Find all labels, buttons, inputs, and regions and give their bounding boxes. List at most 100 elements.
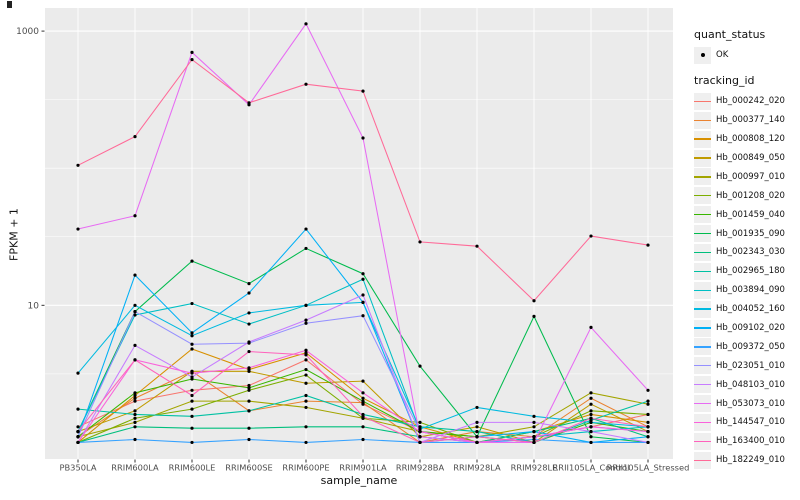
axis-ticks: PB350LA RRIM600LA RRIM600LE RRIM600SE RRIM60… <box>16 27 689 472</box>
legend-item-Hb_000377_140: Hb_000377_140 <box>694 111 800 130</box>
legend-line-swatch <box>694 421 711 424</box>
legend-item-Hb_001935_090: Hb_001935_090 <box>694 224 800 243</box>
legend-key-box <box>694 281 711 299</box>
legend-key-box <box>694 243 711 261</box>
y-tick-label: 1000 <box>16 27 39 37</box>
legend-item-Hb_144547_010: Hb_144547_010 <box>694 413 800 432</box>
legend-item-label: Hb_000808_120 <box>716 134 785 145</box>
legend-key-box <box>694 432 711 450</box>
legend-item-label: Hb_144547_010 <box>716 417 785 428</box>
legend-line-swatch <box>694 308 711 310</box>
legend-line-swatch <box>694 365 711 367</box>
legend-line-swatch <box>694 327 711 329</box>
legend-key-box <box>694 300 711 318</box>
x-tick-label: RRIM928LA <box>453 463 501 473</box>
legend-item-label: Hb_048103_010 <box>716 379 785 390</box>
legend-item-Hb_000849_050: Hb_000849_050 <box>694 149 800 168</box>
legend-line-swatch <box>694 459 711 461</box>
legend-line-swatch <box>694 402 711 405</box>
legend-item-label: Hb_000849_050 <box>716 153 785 163</box>
legend-item-label: Hb_182249_010 <box>716 455 785 466</box>
legend-item-Hb_009102_020: Hb_009102_020 <box>694 319 800 338</box>
legend-item-Hb_001208_020: Hb_001208_020 <box>694 186 800 205</box>
legend-key-box <box>694 451 711 469</box>
legend-title-tracking-id: tracking_id <box>694 73 755 87</box>
legend-key-box <box>694 225 711 243</box>
legend-line-swatch <box>694 176 711 178</box>
legend-line-swatch <box>694 440 711 443</box>
legend-key-box <box>694 319 711 337</box>
legend-line-swatch <box>694 251 711 254</box>
x-tick-label: RRIM928LE <box>511 463 558 473</box>
x-tick-label: RRIM928BA <box>396 463 445 473</box>
legend-line-swatch <box>694 195 711 197</box>
legend-line-swatch <box>694 100 711 103</box>
legend-item-label: Hb_003894_090 <box>716 285 785 296</box>
legend-key-box <box>694 168 711 186</box>
y-tick-label: 10 <box>28 301 40 311</box>
x-tick-label: RRIM901LA <box>339 463 387 473</box>
x-tick-label: RRIM600LA <box>111 463 159 473</box>
legend-item-Hb_023051_010: Hb_023051_010 <box>694 356 800 375</box>
legend-key-box <box>694 413 711 431</box>
legend-item-Hb_163400_010: Hb_163400_010 <box>694 432 800 451</box>
legend-title-quant-status: quant_status <box>694 28 766 41</box>
legend-key-box <box>694 262 711 280</box>
legend-item-Hb_048103_010: Hb_048103_010 <box>694 375 800 394</box>
y-axis-title: FPKM + 1 <box>7 208 21 261</box>
legend-item-label: Hb_002343_030 <box>716 247 785 258</box>
legend-item-Hb_182249_010: Hb_182249_010 <box>694 451 800 470</box>
x-tick-label: PB350LA <box>59 463 96 473</box>
x-tick-label: RRIM600PE <box>282 463 329 473</box>
legend-line-swatch <box>694 119 711 121</box>
legend-line-swatch <box>694 383 711 386</box>
legend-line-swatch <box>694 138 711 140</box>
legend-line-swatch <box>694 270 711 273</box>
legend-key-box <box>694 46 711 64</box>
legend-line-swatch <box>694 232 711 235</box>
legend-key-box <box>694 395 711 413</box>
legend-item-Hb_003894_090: Hb_003894_090 <box>694 281 800 300</box>
legend-item-Hb_004052_160: Hb_004052_160 <box>694 300 800 319</box>
legend-item-label: Hb_000242_020 <box>716 96 785 107</box>
legend-item-label: Hb_009102_020 <box>716 323 785 334</box>
legend-item-label: Hb_001935_090 <box>716 228 785 239</box>
legend-item-Hb_000997_010: Hb_000997_010 <box>694 167 800 186</box>
legend-item-label: Hb_053073_010 <box>716 398 785 409</box>
legend-key-box <box>694 187 711 205</box>
legend-item-Hb_053073_010: Hb_053073_010 <box>694 394 800 413</box>
legend-item-label: OK <box>716 50 729 61</box>
x-tick-label: RRII105LA_Control <box>553 463 630 473</box>
legend-item-Hb_009372_050: Hb_009372_050 <box>694 337 800 356</box>
legend-key-box <box>694 376 711 394</box>
data-point-markers <box>76 22 650 445</box>
legend-item-label: Hb_001208_020 <box>716 190 785 201</box>
legend-key-box <box>694 92 711 110</box>
legend-key-box <box>694 338 711 356</box>
legend-line-swatch <box>694 346 711 348</box>
legend-item-label: Hb_163400_010 <box>716 436 785 447</box>
corner-artifact <box>7 1 12 8</box>
legend-item-ok: OK <box>694 46 800 65</box>
legend-key-box <box>694 111 711 129</box>
x-tick-label: RRIM600LE <box>169 463 216 473</box>
x-tick-label: RRIM600SE <box>225 463 272 473</box>
legend-tracking-list: Hb_000242_020 Hb_000377_140 Hb_000808_120 H… <box>694 92 800 470</box>
legend-item-label: Hb_000997_010 <box>716 171 785 182</box>
legend-item-Hb_000242_020: Hb_000242_020 <box>694 92 800 111</box>
legend-line-swatch <box>694 213 711 216</box>
legend-item-label: Hb_004052_160 <box>716 304 785 315</box>
x-tick-label: RRII105LA_Stressed <box>607 463 690 473</box>
legend-item-Hb_002965_180: Hb_002965_180 <box>694 262 800 281</box>
legend-key-box <box>694 357 711 375</box>
legend-key-box <box>694 130 711 148</box>
legend-item-label: Hb_023051_010 <box>716 360 785 371</box>
legend-item-Hb_000808_120: Hb_000808_120 <box>694 130 800 149</box>
legend-line-swatch <box>694 289 711 291</box>
legend-item-label: Hb_000377_140 <box>716 115 785 126</box>
legend-item-Hb_001459_040: Hb_001459_040 <box>694 205 800 224</box>
legend-item-Hb_002343_030: Hb_002343_030 <box>694 243 800 262</box>
legend-line-swatch <box>694 157 711 159</box>
